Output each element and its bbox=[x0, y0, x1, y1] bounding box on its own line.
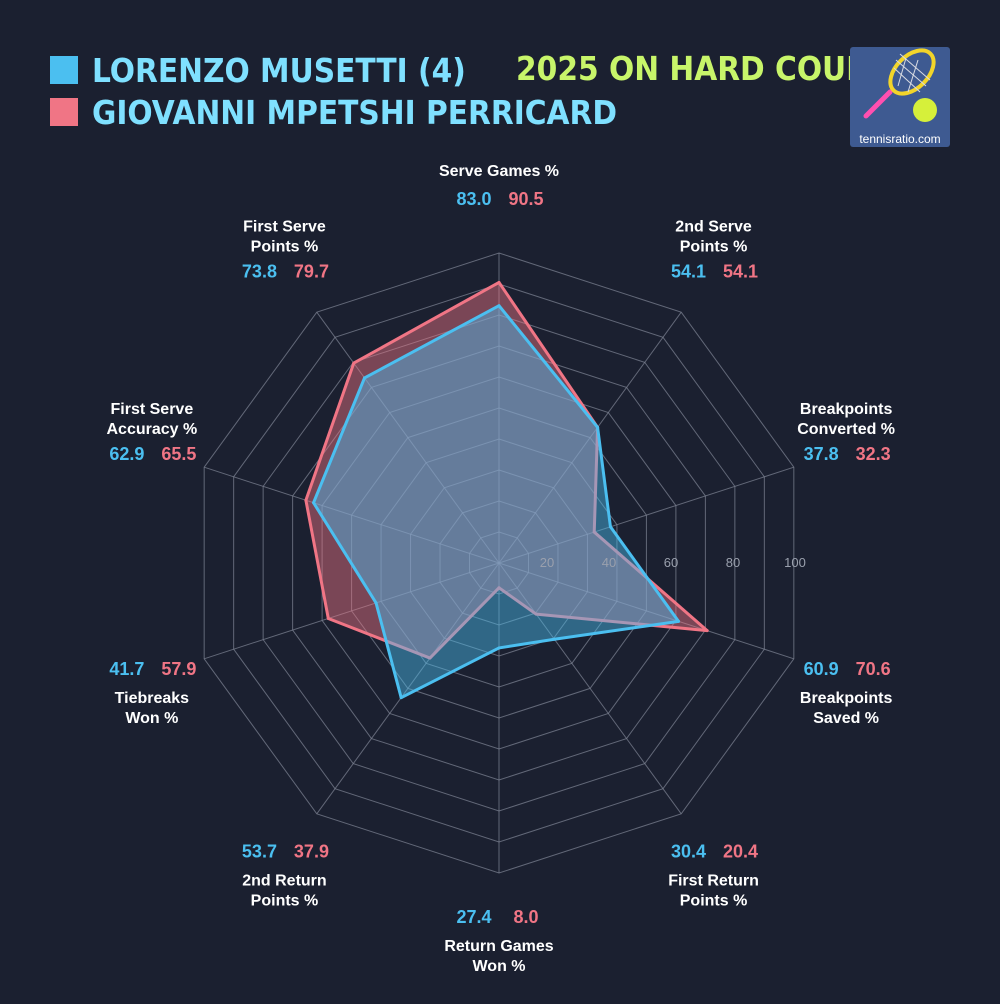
axis-label: Return Games bbox=[444, 938, 553, 955]
axis-label-group: First Serve Accuracy % 62.9 65.5 bbox=[107, 401, 198, 464]
value-label-perricard: 57.9 bbox=[161, 659, 196, 679]
axis-label-group: Tiebreaks Won % 41.7 57.9 bbox=[109, 659, 196, 727]
data-point bbox=[497, 646, 501, 650]
axis-label: First Serve bbox=[111, 401, 194, 418]
tick-label: 60 bbox=[664, 555, 678, 570]
legend-swatch-perricard bbox=[50, 98, 78, 126]
value-label-perricard: 79.7 bbox=[294, 262, 329, 282]
grid-spoke bbox=[204, 562, 500, 660]
axis-label: Breakpoints bbox=[800, 690, 893, 707]
value-label-musetti: 73.8 bbox=[242, 262, 277, 282]
axis-label-group: Serve Games % 83.0 90.5 bbox=[439, 163, 559, 209]
axis-label: 2nd Return bbox=[242, 872, 326, 889]
grid-spoke bbox=[316, 562, 500, 815]
legend-label-perricard: GIOVANNI MPETSHI PERRICARD bbox=[92, 93, 617, 132]
axis-label: Points % bbox=[251, 892, 319, 909]
value-label-perricard: 20.4 bbox=[723, 841, 758, 861]
axis-label: Points % bbox=[251, 239, 319, 256]
data-point bbox=[497, 304, 501, 308]
value-label-musetti: 27.4 bbox=[456, 907, 491, 927]
axis-label-group: 2nd Serve Points % 54.1 54.1 bbox=[671, 219, 758, 282]
axis-label-group: Breakpoints Saved % 60.9 70.6 bbox=[800, 659, 893, 727]
tick-label: 40 bbox=[602, 555, 616, 570]
grid-spoke bbox=[498, 562, 682, 815]
value-label-perricard: 54.1 bbox=[723, 262, 758, 282]
value-label-perricard: 70.6 bbox=[856, 659, 891, 679]
grid-spoke bbox=[498, 311, 682, 564]
value-label-musetti: 62.9 bbox=[109, 444, 144, 464]
axis-label: Tiebreaks bbox=[115, 690, 190, 707]
data-point bbox=[363, 376, 367, 380]
value-label-perricard: 65.5 bbox=[161, 444, 196, 464]
legend: LORENZO MUSETTI (4) GIOVANNI MPETSHI PER… bbox=[50, 51, 617, 132]
tennis-ball-icon bbox=[913, 98, 937, 122]
value-label-musetti: 37.8 bbox=[804, 444, 839, 464]
data-point bbox=[497, 586, 501, 590]
data-point bbox=[312, 501, 316, 505]
grid-spoke bbox=[316, 311, 500, 564]
axis-label: Accuracy % bbox=[107, 421, 198, 438]
axis-label: Serve Games % bbox=[439, 163, 559, 180]
axis-label: First Return bbox=[668, 872, 759, 889]
radar-series bbox=[304, 280, 709, 700]
axis-labels: Serve Games % 83.0 90.5 2nd Serve Points % 54… bbox=[107, 163, 896, 975]
logo-text: tennisratio.com bbox=[859, 132, 940, 146]
axis-label: First Serve bbox=[243, 219, 326, 236]
data-point bbox=[497, 280, 501, 284]
data-point bbox=[534, 612, 538, 616]
headline: 2025 ON HARD COURTS bbox=[516, 49, 909, 88]
tick-label: 20 bbox=[540, 555, 554, 570]
axis-label: 2nd Serve bbox=[675, 219, 752, 236]
axis-label: Saved % bbox=[813, 710, 879, 727]
radar-grid bbox=[203, 252, 795, 874]
data-point bbox=[677, 619, 681, 623]
value-label-musetti: 54.1 bbox=[671, 262, 706, 282]
axis-label: Points % bbox=[680, 239, 748, 256]
legend-swatch-musetti bbox=[50, 56, 78, 84]
axis-label-group: First Return Points % 30.4 20.4 bbox=[668, 841, 759, 909]
racket-icon bbox=[863, 48, 936, 119]
radial-tick-labels: 20 40 60 80 100 bbox=[540, 555, 806, 570]
axis-label: Points % bbox=[680, 892, 748, 909]
logo: tennisratio.com bbox=[850, 47, 950, 147]
data-point bbox=[352, 361, 356, 365]
data-point bbox=[399, 696, 403, 700]
value-label-musetti: 41.7 bbox=[109, 659, 144, 679]
tick-label: 100 bbox=[784, 555, 806, 570]
value-label-musetti: 53.7 bbox=[242, 841, 277, 861]
grid-spoke bbox=[204, 466, 500, 564]
value-label-perricard: 32.3 bbox=[856, 444, 891, 464]
data-point bbox=[592, 530, 596, 534]
data-point bbox=[374, 601, 378, 605]
data-point bbox=[552, 637, 556, 641]
data-point bbox=[596, 425, 600, 429]
value-label-perricard: 8.0 bbox=[513, 907, 538, 927]
axis-label: Converted % bbox=[797, 421, 895, 438]
data-point bbox=[304, 498, 308, 502]
axis-label-group: 2nd Return Points % 53.7 37.9 bbox=[242, 841, 329, 909]
axis-label: Won % bbox=[472, 958, 525, 975]
axis-label: Breakpoints bbox=[800, 401, 893, 418]
data-point bbox=[608, 525, 612, 529]
legend-label-musetti: LORENZO MUSETTI (4) bbox=[92, 51, 466, 90]
value-label-perricard: 37.9 bbox=[294, 841, 329, 861]
axis-label-group: First Serve Points % 73.8 79.7 bbox=[242, 219, 329, 282]
data-point bbox=[705, 629, 709, 633]
grid-spoke bbox=[498, 466, 794, 564]
axis-label-group: Breakpoints Converted % 37.8 32.3 bbox=[797, 401, 895, 464]
data-point bbox=[428, 656, 432, 660]
tick-label: 80 bbox=[726, 555, 740, 570]
grid-spoke bbox=[498, 562, 794, 660]
value-label-musetti: 83.0 bbox=[456, 189, 491, 209]
value-label-musetti: 30.4 bbox=[671, 841, 706, 861]
axis-label-group: Return Games Won % 27.4 8.0 bbox=[444, 907, 553, 975]
value-label-musetti: 60.9 bbox=[804, 659, 839, 679]
axis-label: Won % bbox=[125, 710, 178, 727]
data-point bbox=[326, 616, 330, 620]
value-label-perricard: 90.5 bbox=[508, 189, 543, 209]
